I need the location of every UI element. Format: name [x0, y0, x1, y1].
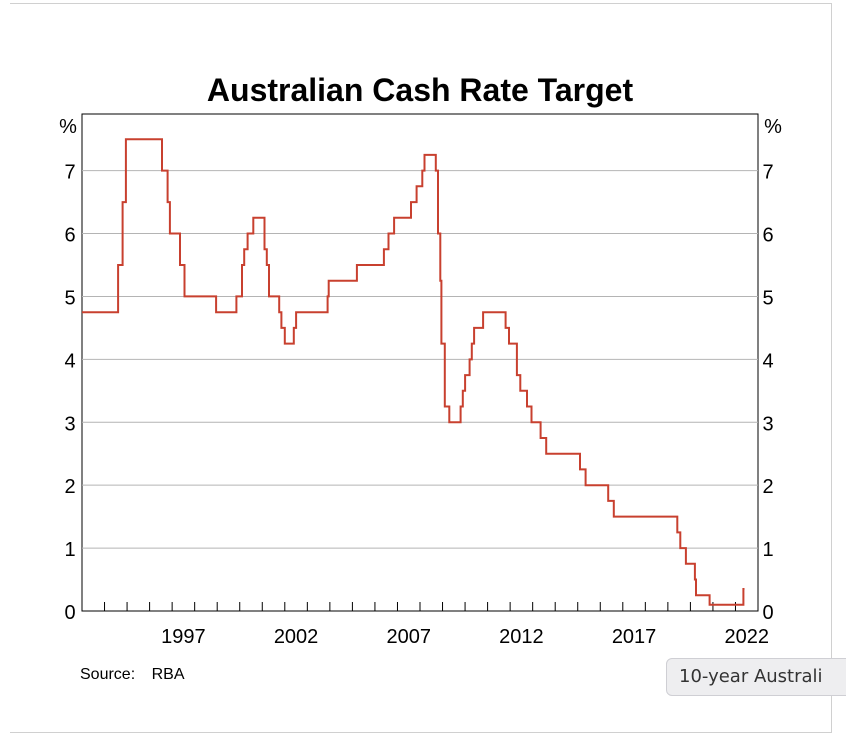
plot-border	[81, 113, 759, 612]
chart-title: Australian Cash Rate Target	[206, 72, 634, 108]
y-tick-label-left: 4	[64, 350, 75, 372]
x-tick-label: 2012	[499, 626, 544, 648]
x-tick-label: 2017	[612, 626, 657, 648]
x-tick-label: 2007	[386, 626, 431, 648]
chart-frame	[10, 3, 832, 733]
y-tick-label-left: 2	[64, 476, 75, 498]
y-tick-label-right: 1	[762, 539, 773, 561]
y-unit-left: %	[59, 116, 77, 138]
x-tick-label: 1997	[161, 626, 206, 648]
y-tick-label-right: 5	[762, 287, 773, 309]
y-tick-label-right: 4	[762, 350, 773, 372]
y-tick-label-left: 7	[64, 162, 75, 184]
y-tick-label-right: 7	[762, 162, 773, 184]
y-tick-label-right: 0	[762, 602, 773, 624]
y-unit-right: %	[764, 116, 782, 138]
series-line	[82, 138, 745, 606]
y-tick-label-left: 5	[64, 287, 75, 309]
y-tick-label-left: 0	[64, 602, 75, 624]
x-tick-label: 2022	[724, 626, 769, 648]
source-note: Source: RBA	[80, 666, 185, 684]
x-tick-label: 2002	[274, 626, 319, 648]
hover-tooltip: 10-year Australi	[666, 658, 846, 696]
source-label: Source:	[80, 666, 136, 683]
y-tick-label-right: 6	[762, 225, 773, 247]
y-tick-label-left: 3	[64, 413, 75, 435]
source-value: RBA	[151, 666, 185, 683]
y-tick-label-left: 6	[64, 225, 75, 247]
y-tick-label-right: 3	[762, 413, 773, 435]
y-tick-label-left: 1	[64, 539, 75, 561]
y-tick-label-right: 2	[762, 476, 773, 498]
